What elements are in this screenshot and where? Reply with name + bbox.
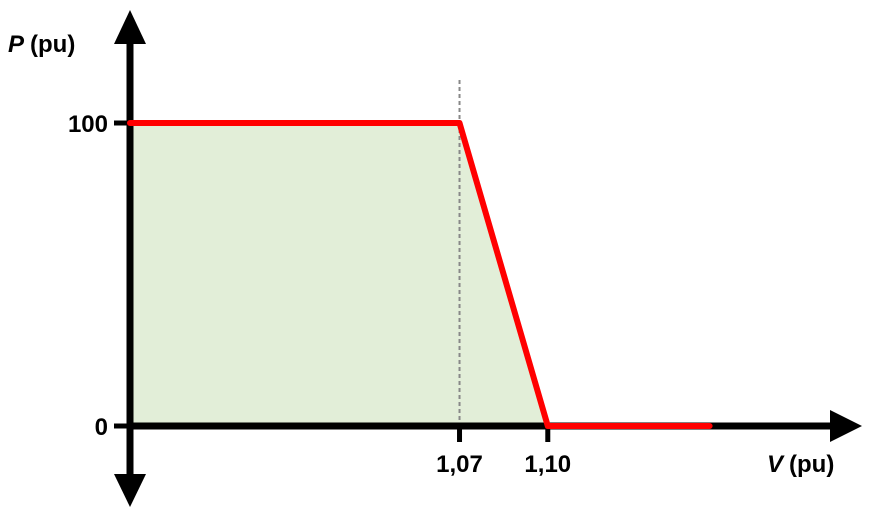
series-line: [127, 120, 713, 429]
area-under-curve: [130, 123, 710, 426]
y-axis-label: P (pu): [8, 31, 75, 58]
y-axis-arrow-down-icon: [114, 474, 146, 507]
x-tick-label: 1,07: [436, 451, 483, 478]
y-axis-arrow-up-icon: [114, 10, 146, 44]
y-tick-label: 100: [68, 111, 108, 138]
x-tick-label: 1,10: [524, 451, 571, 478]
x-axis-label: V (pu): [767, 451, 834, 478]
y-tick-label: 0: [95, 414, 108, 441]
x-axis-arrow-icon: [830, 410, 862, 442]
